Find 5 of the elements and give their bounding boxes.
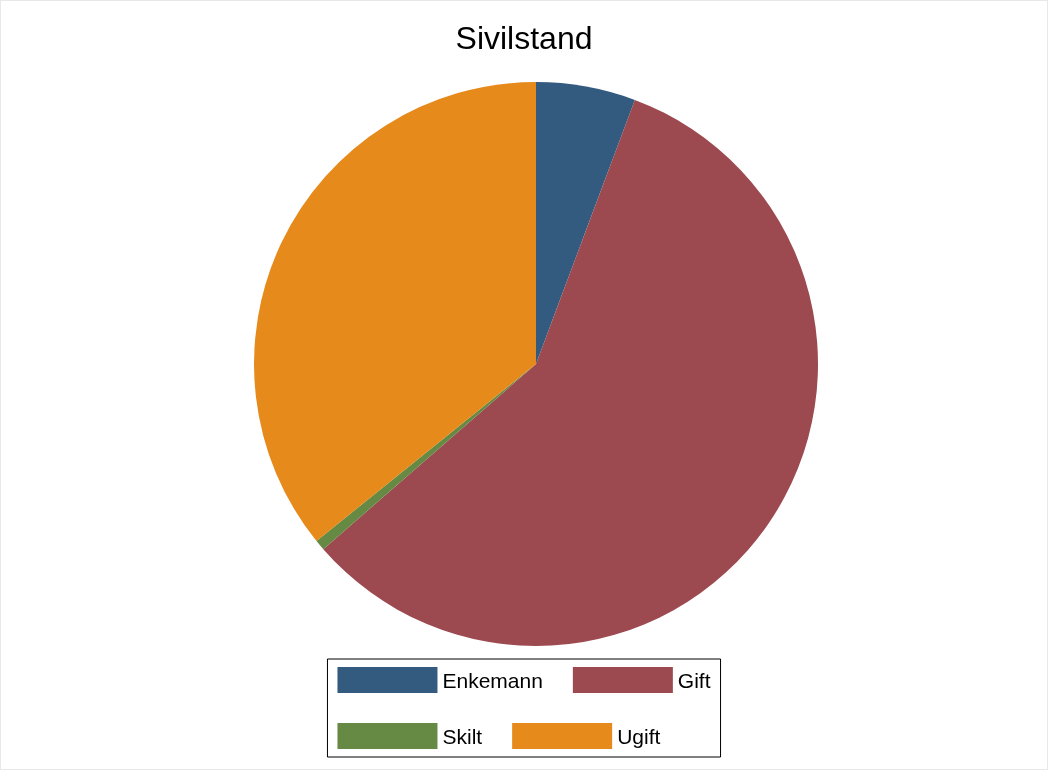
chart-title: Sivilstand [455,20,593,56]
legend-label: Enkemann [442,668,543,692]
legend-label: Gift [677,668,711,692]
legend-label: Ugift [617,724,661,748]
legend-label: Skilt [442,724,483,748]
